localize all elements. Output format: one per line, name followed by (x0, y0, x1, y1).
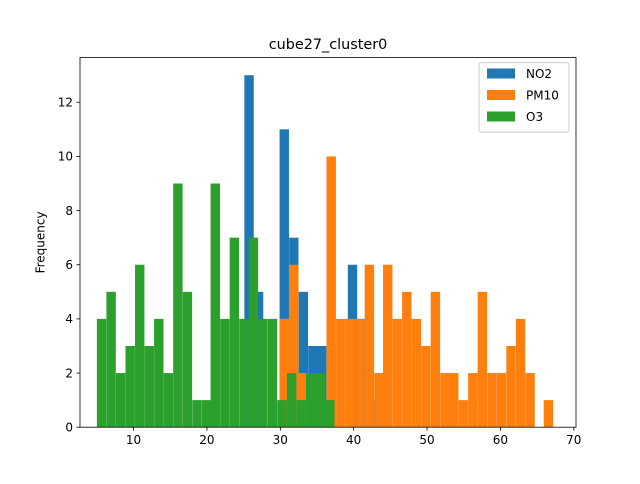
bar-o3 (125, 345, 135, 428)
bar-o3 (239, 318, 249, 428)
legend-swatch (487, 68, 515, 79)
bar-o3 (163, 373, 174, 428)
bar-pm10 (392, 318, 402, 428)
bar-pm10 (374, 373, 384, 428)
bar-pm10 (279, 318, 289, 428)
bar-pm10 (430, 291, 441, 428)
legend-swatch (487, 111, 515, 122)
y-tick-label: 12 (58, 96, 73, 110)
axes-frame (79, 57, 577, 428)
bar-o3 (106, 291, 116, 428)
bar-pm10 (515, 318, 526, 428)
y-tick-label: 2 (65, 366, 73, 380)
bar-no2 (298, 291, 309, 428)
bar-pm10 (525, 373, 535, 428)
legend-items: NO2 PM10 O3 (487, 67, 559, 124)
bar-o3 (277, 400, 287, 428)
y-tick-label: 6 (65, 258, 73, 272)
y-axis-ticks: 0 2 4 6 8 10 12 (58, 96, 80, 435)
bar-pm10 (326, 156, 336, 428)
y-axis-label: Frequency (34, 211, 48, 273)
bar-pm10 (496, 373, 507, 428)
bar-o3 (115, 373, 126, 428)
y-tick-label: 0 (65, 421, 73, 435)
bar-o3 (182, 291, 193, 428)
y-tick-label: 4 (65, 312, 73, 326)
x-tick-label: 40 (346, 433, 361, 447)
bar-o3 (229, 237, 240, 428)
bar-pm10 (336, 318, 346, 428)
bar-pm10 (383, 264, 393, 428)
x-tick-label: 30 (273, 433, 288, 447)
bar-o3 (220, 318, 230, 428)
bar-o3 (96, 318, 107, 428)
x-tick-label: 20 (199, 433, 214, 447)
x-axis-ticks: 10 20 30 40 50 60 70 (126, 427, 581, 447)
legend-label: PM10 (526, 89, 559, 103)
bar-pm10 (458, 400, 468, 428)
bar-pm10 (289, 264, 299, 428)
bar-pm10 (411, 318, 422, 428)
bar-o3 (135, 264, 145, 428)
bar-pm10 (506, 345, 516, 428)
bar-o3 (296, 400, 306, 428)
chart-title: cube27_cluster0 (269, 37, 388, 53)
bar-pm10 (468, 373, 478, 428)
y-tick-label: 8 (65, 204, 73, 218)
bar-o3 (267, 318, 278, 428)
bar-o3 (144, 345, 154, 428)
bar-pm10 (402, 291, 412, 428)
bar-o3 (248, 237, 259, 428)
bar-pm10 (543, 400, 554, 428)
bar-pm10 (449, 373, 459, 428)
bars-layer (96, 75, 554, 428)
bar-o3 (315, 373, 325, 428)
legend-label: O3 (526, 110, 543, 124)
x-tick-label: 50 (419, 433, 434, 447)
x-tick-label: 10 (126, 433, 141, 447)
bar-o3 (201, 400, 212, 428)
bar-o3 (210, 183, 220, 428)
bar-o3 (305, 373, 316, 428)
legend: NO2 PM10 O3 (478, 62, 570, 133)
bar-o3 (192, 400, 202, 428)
y-tick-label: 10 (58, 150, 73, 164)
bar-pm10 (345, 318, 355, 428)
bar-o3 (325, 400, 335, 428)
bar-o3 (154, 318, 164, 428)
legend-label: NO2 (526, 67, 552, 81)
bar-pm10 (421, 345, 431, 428)
bar-no2 (279, 129, 289, 428)
bar-o3 (258, 318, 268, 428)
x-tick-label: 60 (493, 433, 508, 447)
legend-swatch (487, 90, 515, 100)
bar-o3 (286, 373, 297, 428)
bar-pm10 (440, 373, 450, 428)
bar-pm10 (355, 318, 365, 428)
bar-pm10 (487, 373, 497, 428)
bar-o3 (173, 183, 183, 428)
bar-pm10 (364, 264, 375, 428)
x-tick-label: 70 (566, 433, 581, 447)
bar-pm10 (477, 291, 488, 428)
